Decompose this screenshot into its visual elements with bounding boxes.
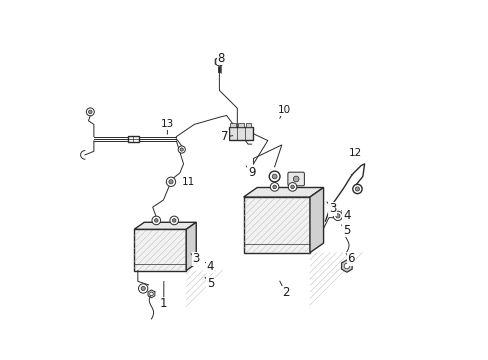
Polygon shape bbox=[343, 217, 349, 225]
Circle shape bbox=[178, 146, 185, 153]
Circle shape bbox=[293, 176, 298, 182]
Text: 6: 6 bbox=[347, 252, 354, 265]
Circle shape bbox=[141, 287, 145, 291]
Circle shape bbox=[335, 214, 339, 218]
Text: 3: 3 bbox=[328, 202, 335, 215]
Text: 1: 1 bbox=[160, 297, 167, 310]
Text: 4: 4 bbox=[342, 210, 350, 222]
Circle shape bbox=[217, 59, 221, 64]
Polygon shape bbox=[134, 222, 196, 229]
Text: 11: 11 bbox=[182, 177, 195, 187]
Text: 5: 5 bbox=[206, 278, 214, 291]
Polygon shape bbox=[134, 229, 186, 271]
Bar bbox=[229, 127, 252, 140]
Polygon shape bbox=[243, 188, 323, 197]
Polygon shape bbox=[186, 222, 196, 271]
Text: 8: 8 bbox=[217, 51, 224, 64]
Circle shape bbox=[86, 108, 94, 116]
Bar bbox=[238, 123, 243, 127]
Circle shape bbox=[270, 183, 278, 191]
Polygon shape bbox=[215, 57, 223, 66]
Circle shape bbox=[149, 292, 153, 296]
Text: 4: 4 bbox=[206, 260, 214, 273]
Circle shape bbox=[172, 219, 176, 222]
Circle shape bbox=[269, 171, 280, 182]
Circle shape bbox=[180, 148, 183, 151]
Circle shape bbox=[287, 183, 296, 191]
Circle shape bbox=[333, 211, 342, 221]
Circle shape bbox=[272, 174, 277, 179]
Circle shape bbox=[168, 180, 173, 184]
Text: 7: 7 bbox=[221, 130, 228, 144]
Text: 12: 12 bbox=[348, 148, 362, 158]
Circle shape bbox=[166, 177, 175, 186]
Text: 2: 2 bbox=[282, 287, 289, 300]
Polygon shape bbox=[341, 260, 351, 272]
Circle shape bbox=[272, 185, 276, 189]
Circle shape bbox=[169, 216, 178, 225]
Circle shape bbox=[344, 263, 349, 269]
Bar bbox=[245, 123, 251, 127]
Text: 3: 3 bbox=[192, 252, 200, 265]
Circle shape bbox=[352, 184, 362, 194]
Text: 10: 10 bbox=[277, 105, 290, 115]
Text: 13: 13 bbox=[161, 120, 174, 129]
Bar bbox=[230, 123, 235, 127]
Polygon shape bbox=[243, 197, 309, 253]
FancyBboxPatch shape bbox=[287, 172, 304, 186]
Bar bbox=[127, 135, 139, 142]
Circle shape bbox=[355, 187, 359, 191]
Circle shape bbox=[154, 219, 158, 222]
Circle shape bbox=[138, 284, 147, 293]
Polygon shape bbox=[148, 290, 155, 298]
Circle shape bbox=[290, 185, 294, 189]
Circle shape bbox=[88, 110, 92, 114]
Text: 5: 5 bbox=[342, 224, 350, 237]
Circle shape bbox=[152, 216, 160, 225]
Polygon shape bbox=[309, 188, 323, 253]
Circle shape bbox=[345, 220, 348, 223]
Text: 9: 9 bbox=[247, 166, 255, 179]
